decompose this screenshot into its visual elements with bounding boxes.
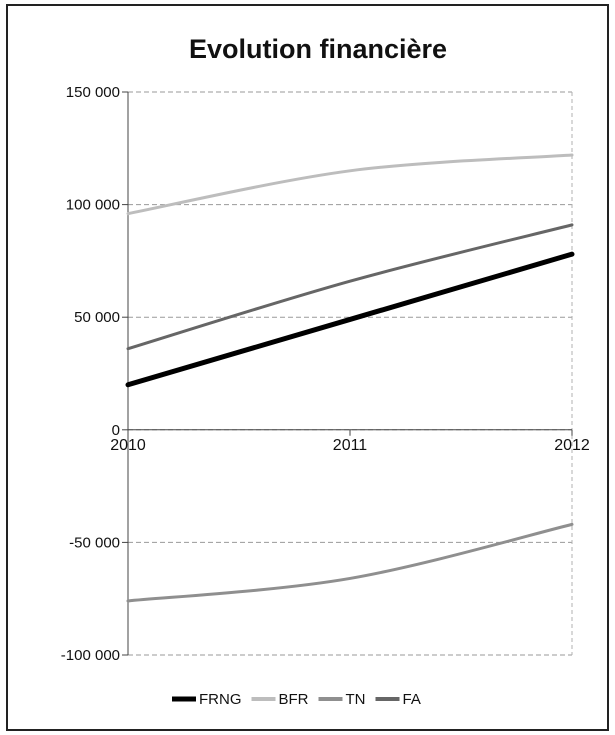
y-tick-label: 150 000: [66, 84, 120, 101]
legend-item-frng: FRNG: [172, 691, 242, 708]
legend-item-fa: FA: [375, 691, 421, 708]
x-tick-label: 2012: [554, 437, 590, 454]
series-line-tn: [126, 522, 574, 603]
grid-lines: [128, 91, 572, 656]
legend-label: FA: [403, 691, 421, 708]
legend-label: FRNG: [199, 691, 242, 708]
x-tick-label: 2010: [110, 437, 146, 454]
legend-item-bfr: BFR: [251, 691, 309, 708]
legend-label: BFR: [279, 691, 309, 708]
chart-frame: [6, 4, 609, 731]
y-tick-label: 0: [112, 422, 120, 439]
y-tick-label: 50 000: [74, 309, 120, 326]
legend-label: TN: [346, 691, 366, 708]
axes: [122, 91, 573, 656]
y-tick-label: -50 000: [69, 534, 120, 551]
series-line-frng: [125, 251, 575, 388]
legend-item-tn: TN: [318, 691, 366, 708]
y-tick-labels: 150 000 100 000 50 000 0 -50 000 -100 000: [61, 84, 120, 664]
x-tick-label: 2011: [333, 437, 368, 454]
chart-title: Evolution financière: [189, 34, 447, 64]
legend: FRNG BFR TN FA: [172, 691, 421, 708]
series-line-fa: [126, 223, 574, 351]
series-line-bfr: [126, 153, 574, 216]
y-tick-label: -100 000: [61, 647, 120, 664]
series-lines: [125, 153, 575, 603]
x-tick-labels: 2010 2011 2012: [110, 437, 590, 454]
y-tick-label: 100 000: [66, 197, 120, 214]
